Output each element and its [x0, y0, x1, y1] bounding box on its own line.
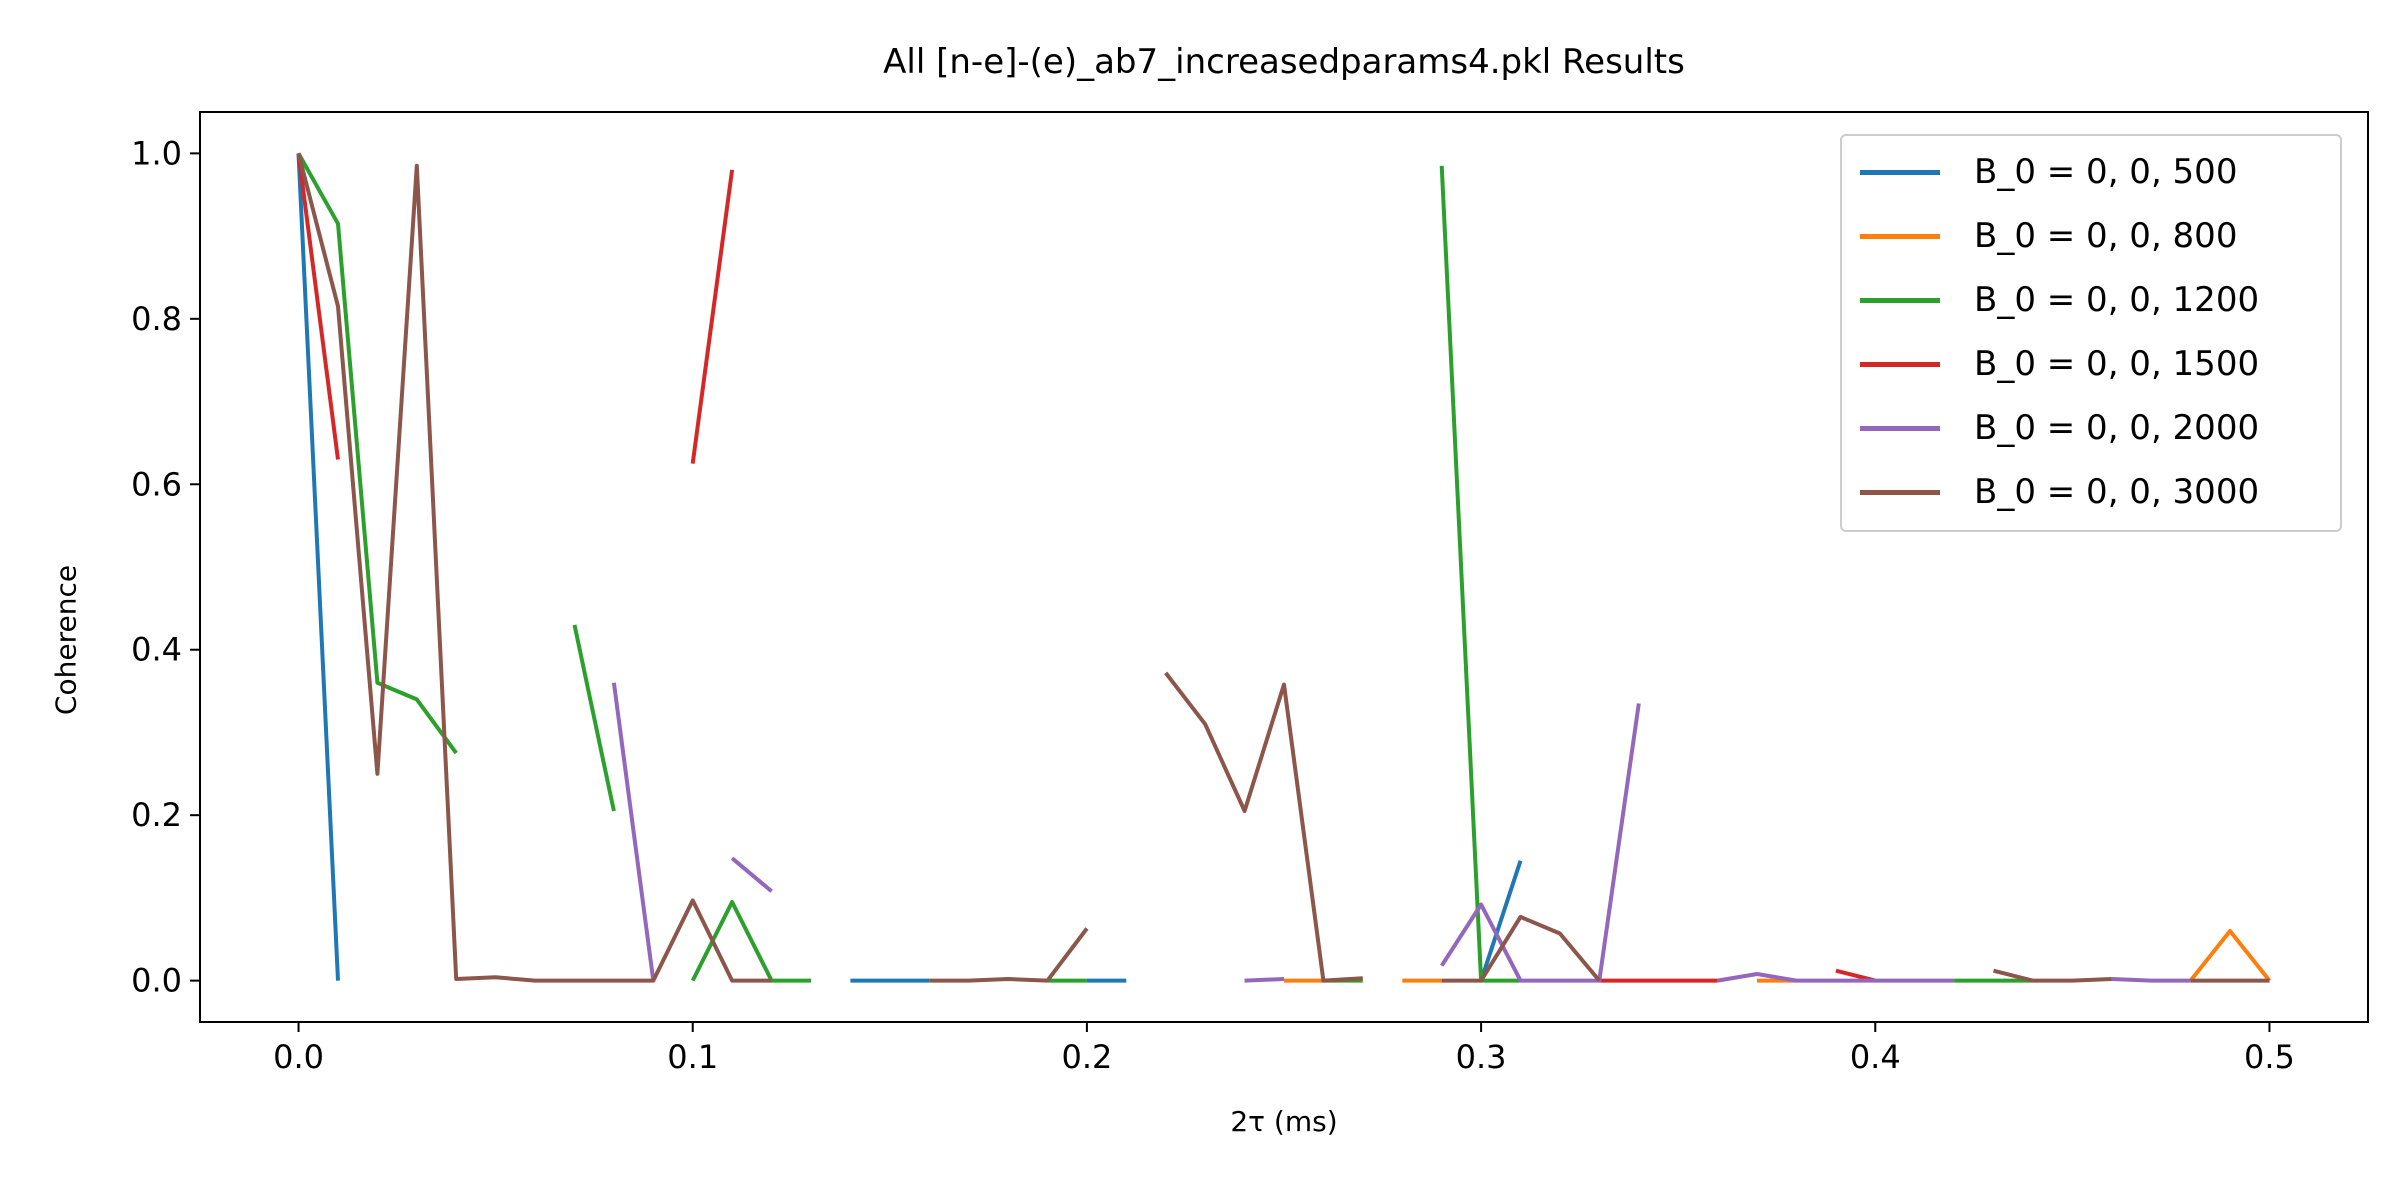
chart-title: All [n-e]-(e)_ab7_increasedparams4.pkl R… [883, 42, 1685, 82]
legend-swatch [1860, 297, 1940, 303]
legend-swatch [1860, 233, 1940, 239]
series-line-3-segment-1 [690, 169, 735, 464]
legend-item: B_0 = 0, 0, 3000 [1842, 460, 2340, 524]
legend-item: B_0 = 0, 0, 2000 [1842, 396, 2340, 460]
legend-item: B_0 = 0, 0, 800 [1842, 204, 2340, 268]
legend-label: B_0 = 0, 0, 500 [1974, 152, 2238, 192]
series-line-2-segment-2 [690, 900, 811, 983]
series-line-4-segment-4 [1717, 972, 1955, 983]
y-axis-label-container: Coherence [40, 480, 92, 800]
series-line-5-segment-0 [296, 152, 772, 983]
x-tick-label: 0.5 [2244, 1038, 2295, 1076]
x-tick-label: 0.0 [273, 1038, 324, 1076]
y-tick-label: 1.0 [131, 134, 182, 172]
axes-frame [199, 111, 2369, 1023]
series-line-4-segment-1 [730, 856, 773, 893]
y-tick-label: 0.4 [131, 631, 182, 669]
legend: B_0 = 0, 0, 500 B_0 = 0, 0, 800 B_0 = 0, 0… [1840, 134, 2342, 532]
y-tick-label: 0.2 [131, 796, 182, 834]
legend-swatch [1860, 361, 1940, 367]
series-line-1-segment-3 [2189, 929, 2272, 982]
series-line-2-segment-0 [296, 152, 458, 755]
legend-item: B_0 = 0, 0, 1200 [1842, 268, 2340, 332]
y-tick-label: 0.6 [131, 465, 182, 503]
series-line-4-segment-5 [2111, 977, 2191, 983]
series-line-4-segment-0 [611, 682, 656, 981]
y-tick-label: 0.0 [131, 962, 182, 1000]
series-line-5-segment-4 [1993, 968, 2112, 983]
series-line-0-segment-0 [296, 153, 340, 981]
legend-swatch [1860, 425, 1940, 431]
legend-swatch [1860, 489, 1940, 495]
legend-swatch [1860, 169, 1940, 175]
x-tick-label: 0.2 [1061, 1038, 1112, 1076]
x-tick-label: 0.3 [1456, 1038, 1507, 1076]
legend-label: B_0 = 0, 0, 2000 [1974, 408, 2260, 448]
y-axis-label: Coherence [49, 564, 83, 716]
legend-label: B_0 = 0, 0, 3000 [1974, 472, 2260, 512]
legend-label: B_0 = 0, 0, 800 [1974, 216, 2238, 256]
series-line-2-segment-1 [572, 624, 616, 812]
series-line-5-segment-3 [1441, 914, 1601, 983]
series-line-3-segment-0 [296, 153, 340, 460]
series-line-4-segment-3 [1440, 703, 1641, 983]
y-tick-label: 0.8 [131, 300, 182, 338]
legend-item: B_0 = 0, 0, 500 [1842, 140, 2340, 204]
series-lines [296, 152, 2272, 983]
legend-label: B_0 = 0, 0, 1500 [1974, 344, 2260, 384]
x-tick-label: 0.1 [667, 1038, 718, 1076]
x-axis-label: 2τ (ms) [1230, 1105, 1338, 1138]
legend-label: B_0 = 0, 0, 1200 [1974, 280, 2260, 320]
series-line-0-segment-3 [1479, 860, 1523, 982]
series-line-4-segment-2 [1244, 977, 1285, 983]
series-line-2-segment-5 [1439, 165, 1521, 983]
series-line-5-segment-2 [1164, 671, 1363, 983]
series-line-5-segment-1 [929, 927, 1089, 983]
legend-item: B_0 = 0, 0, 1500 [1842, 332, 2340, 396]
x-tick-label: 0.4 [1850, 1038, 1901, 1076]
